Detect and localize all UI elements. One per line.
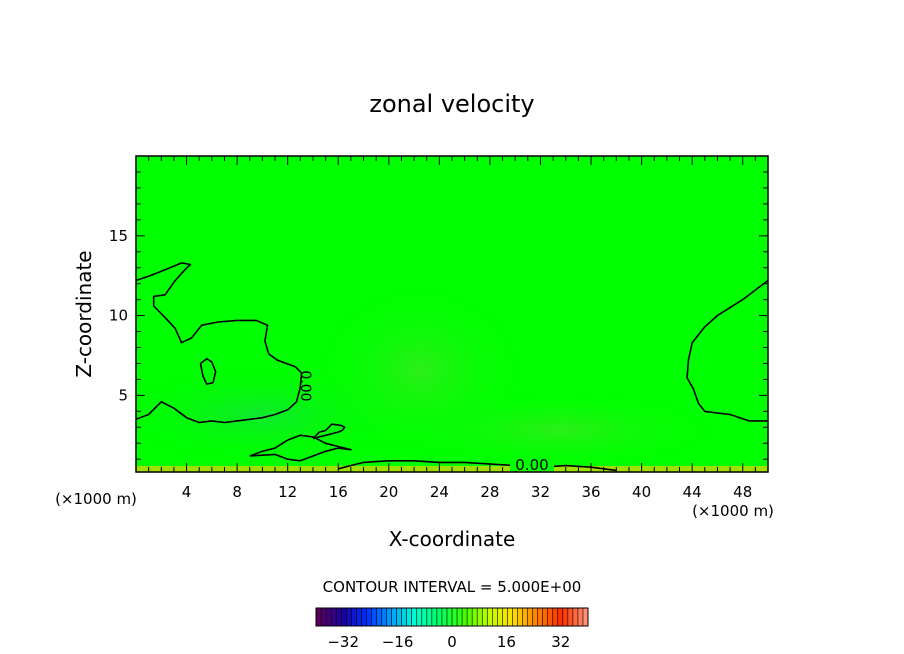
colorbar-swatch xyxy=(457,608,463,626)
colorbar-swatch xyxy=(351,608,357,626)
colorbar-swatch xyxy=(436,608,443,626)
colorbar-frame xyxy=(315,607,589,627)
colorbar-swatch xyxy=(472,608,478,626)
colorbar-swatch xyxy=(321,608,327,626)
colorbar-swatch xyxy=(401,608,407,626)
x-tick-label: 4 xyxy=(182,483,192,501)
colorbar-swatch xyxy=(366,608,372,626)
colorbar-swatch xyxy=(356,608,362,626)
x-tick-label: 8 xyxy=(232,483,242,501)
colorbar-tick-label: −32 xyxy=(327,633,359,651)
field-shading xyxy=(390,390,730,470)
colorbar xyxy=(315,607,589,627)
colorbar-swatch xyxy=(411,608,418,626)
colorbar-swatch xyxy=(517,608,523,626)
y-axis-label: Z-coordinate xyxy=(72,250,96,377)
colorbar-swatch xyxy=(326,608,332,626)
colorbar-swatch xyxy=(582,608,589,626)
colorbar-swatch xyxy=(421,608,428,626)
colorbar-swatch xyxy=(507,608,513,626)
colorbar-swatch xyxy=(336,608,342,626)
colorbar-swatch xyxy=(452,608,458,626)
colorbar-swatch xyxy=(487,608,493,626)
colorbar-swatch xyxy=(532,608,538,626)
contour-label: 0.00 xyxy=(297,370,313,401)
colorbar-swatch xyxy=(381,608,387,626)
colorbar-swatch xyxy=(557,608,564,626)
contour-line xyxy=(199,357,217,386)
colorbar-swatch xyxy=(467,608,473,626)
contour-line xyxy=(338,459,617,472)
colorbar-swatch xyxy=(567,608,574,626)
x-tick-label: 44 xyxy=(683,483,702,501)
contour-label: 0.00 xyxy=(515,456,548,474)
colorbar-swatch xyxy=(331,608,337,626)
colorbar-tick-label: 0 xyxy=(447,633,457,651)
colorbar-swatch xyxy=(462,608,468,626)
colorbar-swatch xyxy=(431,608,438,626)
colorbar-swatch xyxy=(562,608,569,626)
x-tick-label: 20 xyxy=(379,483,398,501)
x-tick-label: 16 xyxy=(329,483,348,501)
contour-line xyxy=(136,262,303,424)
colorbar-swatch xyxy=(426,608,433,626)
colorbar-swatch xyxy=(386,608,392,626)
y-tick-label: 10 xyxy=(109,307,128,325)
x-axis-label: X-coordinate xyxy=(389,527,516,551)
y-tick-label: 5 xyxy=(118,386,128,404)
colorbar-swatch xyxy=(441,608,448,626)
colorbar-swatch xyxy=(371,608,377,626)
chart-title: zonal velocity xyxy=(369,90,534,118)
contour-line xyxy=(249,434,352,462)
colorbar-tick-label: −16 xyxy=(382,633,414,651)
colorbar-swatch xyxy=(446,608,453,626)
colorbar-swatch xyxy=(482,608,488,626)
colorbar-swatch xyxy=(537,608,543,626)
colorbar-swatch xyxy=(547,608,554,626)
y-tick-label: 15 xyxy=(109,227,128,245)
contour-line xyxy=(312,423,346,440)
colorbar-swatch xyxy=(502,608,508,626)
colorbar-swatch xyxy=(396,608,402,626)
colorbar-swatch xyxy=(512,608,518,626)
x-unit-label-right: (×1000 m) xyxy=(692,502,774,520)
colorbar-swatch xyxy=(406,608,413,626)
colorbar-swatch xyxy=(391,608,397,626)
x-tick-label: 40 xyxy=(632,483,651,501)
colorbar-swatch xyxy=(492,608,498,626)
colorbar-swatch xyxy=(577,608,584,626)
colorbar-swatch xyxy=(341,608,347,626)
x-tick-label: 32 xyxy=(531,483,550,501)
x-tick-label: 12 xyxy=(278,483,297,501)
colorbar-tick-label: 16 xyxy=(497,633,516,651)
colorbar-swatch xyxy=(376,608,382,626)
colorbar-swatch xyxy=(316,608,322,626)
colorbar-swatch xyxy=(361,608,367,626)
x-tick-label: 28 xyxy=(480,483,499,501)
contour-interval-label: CONTOUR INTERVAL = 5.000E+00 xyxy=(323,578,582,596)
x-tick-label: 24 xyxy=(430,483,449,501)
colorbar-tick-label: 32 xyxy=(551,633,570,651)
colorbar-swatch xyxy=(572,608,579,626)
zero-contours xyxy=(136,262,768,472)
x-unit-label: (×1000 m) xyxy=(55,490,137,508)
contour-labels: 0.00 0.00 xyxy=(297,370,554,474)
plot-area xyxy=(136,156,768,472)
colorbar-swatch xyxy=(416,608,423,626)
colorbar-swatch xyxy=(522,608,528,626)
contour-line xyxy=(686,279,768,422)
colorbar-tick-labels: −32 −16 0 16 32 xyxy=(327,633,570,651)
colorbar-swatch xyxy=(497,608,503,626)
colorbar-swatch xyxy=(542,608,549,626)
colorbar-swatch xyxy=(346,608,352,626)
colorbar-swatch xyxy=(477,608,483,626)
colorbar-swatch xyxy=(527,608,533,626)
colorbar-swatch xyxy=(552,608,559,626)
x-tick-label: 48 xyxy=(733,483,752,501)
x-tick-label: 36 xyxy=(581,483,600,501)
